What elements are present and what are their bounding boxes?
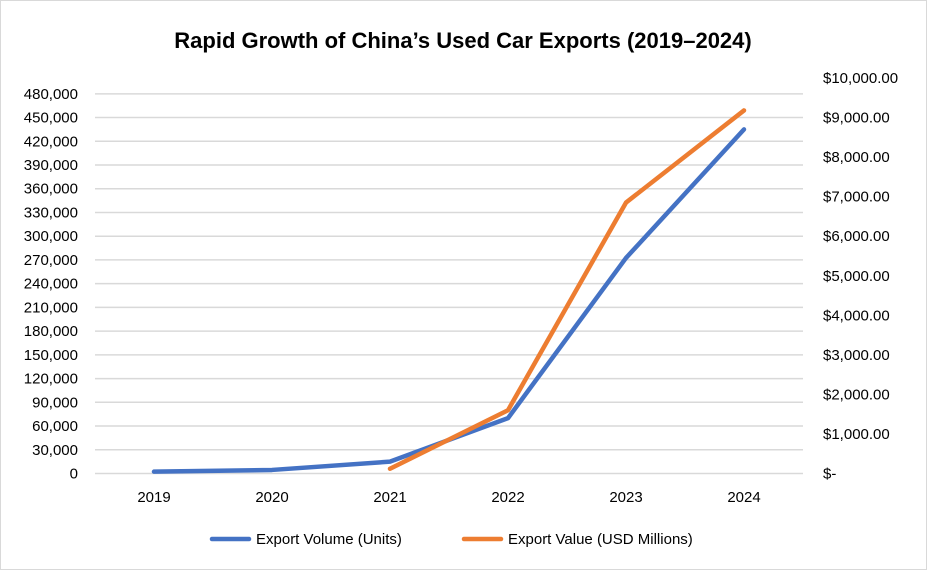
left-axis-tick-label: 30,000 — [32, 442, 78, 459]
left-axis-tick-label: 0 — [70, 466, 78, 483]
x-axis-tick-label: 2022 — [491, 489, 524, 506]
left-axis-tick-label: 360,000 — [24, 181, 78, 198]
right-axis-tick-label: $10,000.00 — [823, 70, 898, 87]
left-axis-tick-label: 180,000 — [24, 323, 78, 340]
x-axis-tick-label: 2023 — [609, 489, 642, 506]
left-axis-tick-label: 90,000 — [32, 394, 78, 411]
x-axis-tick-label: 2024 — [727, 489, 760, 506]
right-axis-tick-label: $- — [823, 466, 836, 483]
right-axis-tick-label: $2,000.00 — [823, 386, 890, 403]
right-axis-tick-label: $9,000.00 — [823, 110, 890, 127]
left-axis-tick-label: 450,000 — [24, 110, 78, 127]
left-axis-tick-label: 300,000 — [24, 228, 78, 245]
right-axis-tick-label: $7,000.00 — [823, 189, 890, 206]
left-axis-tick-label: 390,000 — [24, 157, 78, 174]
left-axis-tick-label: 60,000 — [32, 418, 78, 435]
left-axis-tick-label: 150,000 — [24, 347, 78, 364]
right-axis-tick-label: $5,000.00 — [823, 268, 890, 285]
left-axis-tick-label: 330,000 — [24, 204, 78, 221]
x-axis-tick-label: 2021 — [373, 489, 406, 506]
left-axis-tick-label: 270,000 — [24, 252, 78, 269]
series-line-2 — [387, 108, 747, 472]
left-axis-tick-label: 480,000 — [24, 86, 78, 103]
chart-title: Rapid Growth of China’s Used Car Exports… — [174, 28, 751, 53]
right-axis-tick-label: $3,000.00 — [823, 347, 890, 364]
left-axis-tick-label: 240,000 — [24, 276, 78, 293]
legend-label-2: Export Value (USD Millions) — [508, 531, 693, 548]
legend-label-1: Export Volume (Units) — [256, 531, 402, 548]
left-axis-tick-label: 120,000 — [24, 371, 78, 388]
right-axis-tick-label: $8,000.00 — [823, 149, 890, 166]
right-axis-tick-label: $1,000.00 — [823, 426, 890, 443]
left-axis-tick-label: 420,000 — [24, 133, 78, 150]
x-axis-tick-label: 2020 — [255, 489, 288, 506]
left-axis-tick-label: 210,000 — [24, 299, 78, 316]
right-axis-tick-label: $4,000.00 — [823, 307, 890, 324]
x-axis-tick-label: 2019 — [137, 489, 170, 506]
right-axis-tick-label: $6,000.00 — [823, 228, 890, 245]
